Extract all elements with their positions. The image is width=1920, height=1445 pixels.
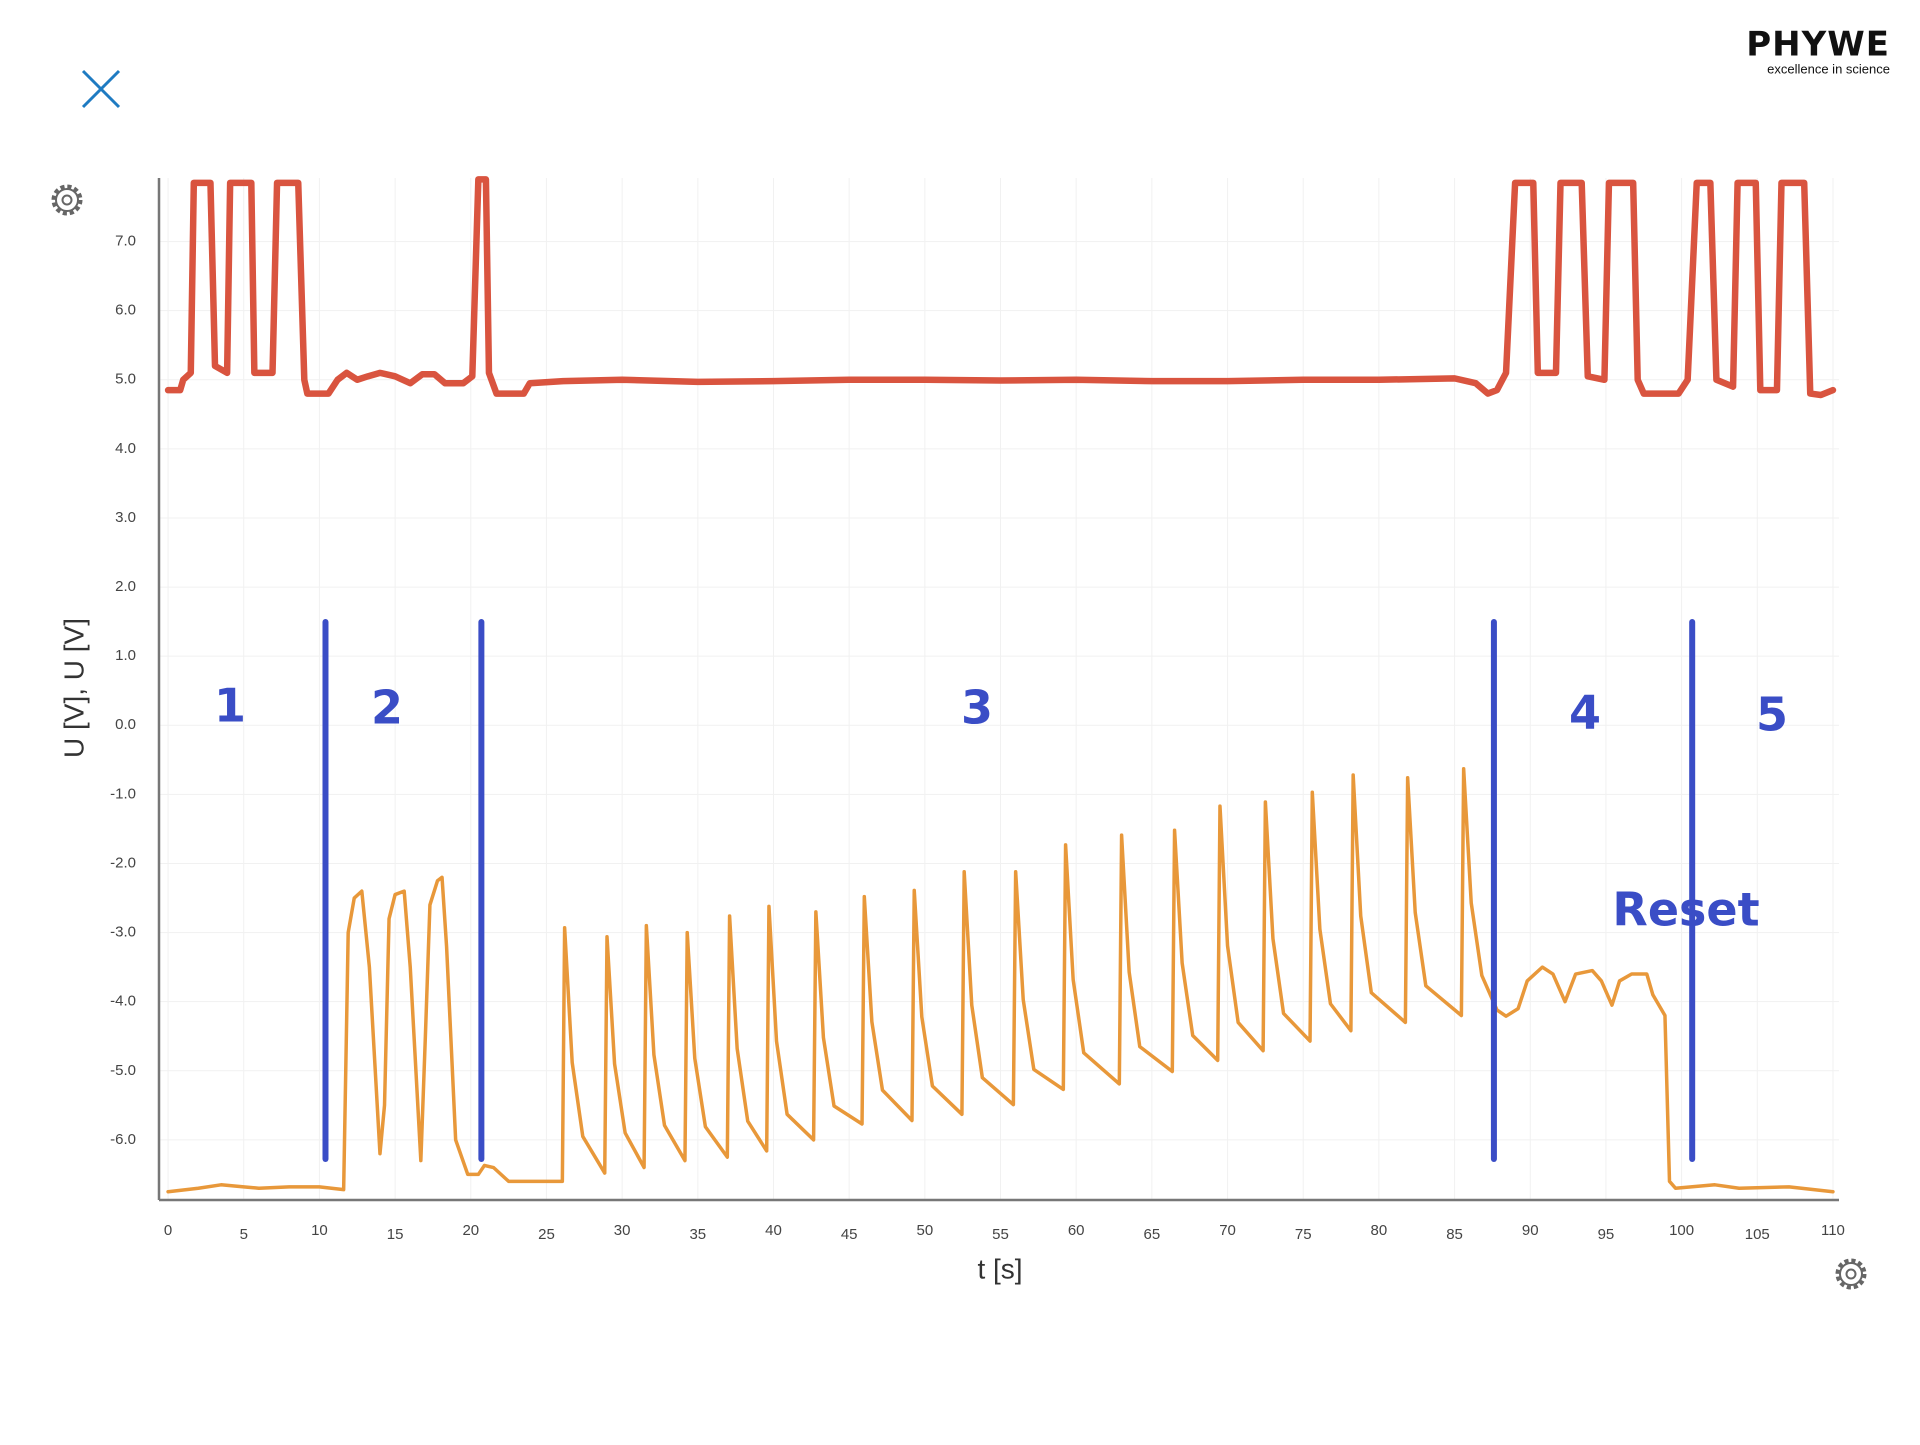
y-tick-label: 6.0 (115, 302, 136, 319)
x-tick-label: 10 (311, 1222, 328, 1239)
gear-teeth (51, 184, 83, 216)
region-label: 5 (1756, 688, 1788, 742)
x-tick-label: 50 (916, 1222, 933, 1239)
x-tick-label: 40 (765, 1222, 782, 1239)
y-tick-label: 4.0 (115, 440, 136, 457)
grid (159, 178, 1839, 1200)
y-tick-label: 1.0 (115, 647, 136, 664)
x-tick-label: 85 (1446, 1226, 1463, 1243)
x-tick-label: 20 (462, 1222, 479, 1239)
region-label: 4 (1569, 686, 1601, 740)
x-tick-label: 5 (240, 1226, 248, 1243)
gear-teeth (1835, 1258, 1867, 1290)
tagline: excellence in science (1767, 61, 1890, 76)
x-tick-label: 55 (992, 1226, 1009, 1243)
settings-button[interactable] (51, 184, 83, 216)
x-tick-label: 80 (1371, 1222, 1388, 1239)
y-tick-label: -5.0 (110, 1062, 136, 1079)
y-tick-label: 2.0 (115, 578, 136, 595)
y-tick-label: 3.0 (115, 509, 136, 526)
x-tick-label: 75 (1295, 1226, 1312, 1243)
region-label: 1 (214, 679, 246, 733)
settings-button[interactable] (1835, 1258, 1867, 1290)
y-tick-label: -4.0 (110, 993, 136, 1010)
region-label: 2 (371, 681, 403, 735)
x-tick-label: 45 (841, 1226, 858, 1243)
y-tick-label: -3.0 (110, 924, 136, 941)
logo: PHYWE (1746, 25, 1890, 65)
region-label: Reset (1612, 883, 1759, 937)
y-tick-label: -1.0 (110, 785, 136, 802)
x-tick-label: 95 (1598, 1226, 1615, 1243)
gear-hole (1845, 1268, 1857, 1280)
data-line (166, 767, 1835, 1194)
close-icon (81, 69, 121, 109)
y-tick-label: 0.0 (115, 716, 136, 733)
x-tick-label: 0 (164, 1222, 172, 1239)
y-tick-label: -6.0 (110, 1131, 136, 1148)
x-tick-label: 65 (1144, 1226, 1161, 1243)
gear-body (1839, 1262, 1863, 1286)
gear-body (55, 188, 79, 212)
y-axis-label: U [V], U [V] (58, 618, 89, 758)
close-button[interactable] (81, 69, 121, 109)
y-tick-label: -2.0 (110, 854, 136, 871)
gear-hole (61, 194, 73, 206)
x-tick-label: 30 (614, 1222, 631, 1239)
x-tick-label: 60 (1068, 1222, 1085, 1239)
x-axis-label: t [s] (977, 1253, 1022, 1284)
x-tick-label: 110 (1821, 1222, 1845, 1239)
data-line (164, 176, 1837, 399)
x-tick-label: 15 (387, 1226, 404, 1243)
x-tick-label: 35 (689, 1226, 706, 1243)
x-tick-label: 25 (538, 1226, 555, 1243)
x-tick-label: 100 (1669, 1222, 1694, 1239)
x-tick-label: 70 (1219, 1222, 1236, 1239)
x-tick-label: 90 (1522, 1222, 1539, 1239)
y-tick-label: 5.0 (115, 371, 136, 388)
y-tick-label: 7.0 (115, 233, 136, 250)
region-label: 3 (961, 681, 993, 735)
x-tick-label: 105 (1745, 1226, 1770, 1243)
